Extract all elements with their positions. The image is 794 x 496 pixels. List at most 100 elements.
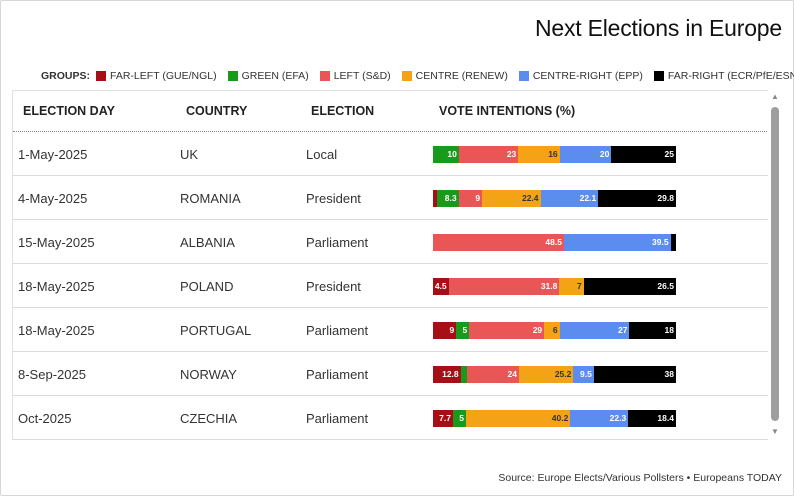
legend-item-left: LEFT (S&D)	[319, 70, 391, 82]
cell-election-day: 18-May-2025	[18, 323, 95, 338]
table-row[interactable]: 15-May-2025 ALBANIA Parliament 48.5 39.5	[13, 220, 768, 264]
legend-item-green: GREEN (EFA)	[227, 70, 309, 82]
bar-segment[interactable]: 23	[458, 146, 519, 163]
bar-segment[interactable]: 22.4	[482, 190, 541, 207]
bar-segment[interactable]: 39.5	[563, 234, 671, 251]
segment-value-label: 25.2	[554, 369, 572, 379]
legend-item-label: CENTRE-RIGHT (EPP)	[532, 70, 643, 82]
segment-value-label: 20	[599, 149, 610, 159]
segment-value-label: 18	[664, 325, 674, 335]
bar-segment[interactable]: 25	[611, 146, 676, 163]
bar-segment[interactable]: 8.3	[436, 190, 459, 207]
segment-value-label: 39.5	[652, 237, 669, 247]
vote-intentions-bar[interactable]: 48.5 39.5	[433, 234, 676, 251]
cell-country: POLAND	[180, 279, 234, 294]
vertical-scrollbar[interactable]: ▲ ▼	[769, 90, 781, 440]
bar-segment[interactable]: 29.8	[598, 190, 676, 207]
bar-segment[interactable]: 22.1	[540, 190, 599, 207]
elections-table[interactable]: ELECTION DAY COUNTRY ELECTION VOTE INTEN…	[12, 90, 768, 440]
bar-segment[interactable]: 6	[544, 322, 560, 339]
bar-segment[interactable]: 22.3	[570, 410, 629, 427]
bar-segment[interactable]: 31.8	[448, 278, 560, 295]
legend-item-far-right: FAR-RIGHT (ECR/PfE/ESN/ID)	[653, 70, 794, 82]
vote-intentions-bar[interactable]: 10 23 16 20 25	[433, 146, 676, 163]
segment-value-label: 7.7	[439, 413, 451, 423]
legend-swatch	[518, 71, 529, 81]
bar-segment[interactable]: 5	[456, 322, 470, 339]
cell-country: ROMANIA	[180, 191, 241, 206]
bar-segment[interactable]: 5	[452, 410, 466, 427]
bar-segment[interactable]: 27	[559, 322, 630, 339]
bar-segment[interactable]: 7	[559, 278, 584, 295]
segment-value-label: 6	[552, 325, 558, 335]
bar-segment[interactable]: 24	[467, 366, 519, 383]
cell-election-day: 15-May-2025	[18, 235, 95, 250]
scroll-thumb[interactable]	[771, 107, 779, 421]
cell-country: UK	[180, 147, 199, 162]
bar-segment[interactable]: 29	[469, 322, 545, 339]
bar-segment[interactable]: 18	[629, 322, 676, 339]
bar-segment[interactable]: 12.8	[433, 366, 461, 383]
segment-value-label: 29	[532, 325, 543, 335]
header-election-day[interactable]: ELECTION DAY	[23, 104, 115, 118]
table-row[interactable]: 18-May-2025 POLAND President 4.5 31.8 7 26.5	[13, 264, 768, 308]
legend-swatch	[401, 71, 412, 81]
cell-election-day: 4-May-2025	[18, 191, 88, 206]
table-row[interactable]: 4-May-2025 ROMANIA President 8.3 9 22.4 22.1 29…	[13, 176, 768, 220]
bar-segment[interactable]: 20	[559, 146, 612, 163]
table-row[interactable]: 8-Sep-2025 NORWAY Parliament 12.8 24 25.2 9.5 3…	[13, 352, 768, 396]
legend-item-label: FAR-RIGHT (ECR/PfE/ESN/ID)	[667, 70, 794, 82]
scroll-down-arrow-icon[interactable]: ▼	[771, 427, 779, 436]
legend-item-label: CENTRE (RENEW)	[415, 70, 508, 82]
cell-election-day: 1-May-2025	[18, 147, 88, 162]
legend-label: GROUPS:	[41, 70, 91, 82]
vote-intentions-bar[interactable]: 12.8 24 25.2 9.5 38	[433, 366, 676, 383]
bar-segment[interactable]	[433, 190, 437, 207]
segment-value-label: 27	[617, 325, 628, 335]
bar-segment[interactable]: 10	[433, 146, 459, 163]
bar-segment[interactable]: 9	[433, 322, 457, 339]
header-election[interactable]: ELECTION	[311, 104, 375, 118]
bar-segment[interactable]: 9	[458, 190, 483, 207]
table-row[interactable]: 1-May-2025 UK Local 10 23 16 20 25	[13, 132, 768, 176]
bar-segment[interactable]: 26.5	[583, 278, 676, 295]
bar-segment[interactable]	[670, 234, 676, 251]
cell-election: Parliament	[306, 323, 369, 338]
bar-segment[interactable]: 9.5	[573, 366, 594, 383]
segment-value-label: 22.1	[579, 193, 597, 203]
cell-election: President	[306, 191, 361, 206]
cell-election: Parliament	[306, 235, 369, 250]
cell-country: PORTUGAL	[180, 323, 252, 338]
header-country[interactable]: COUNTRY	[186, 104, 248, 118]
vote-intentions-bar[interactable]: 7.7 5 40.2 22.3 18.4	[433, 410, 676, 427]
cell-election: Parliament	[306, 367, 369, 382]
table-row[interactable]: 18-May-2025 PORTUGAL Parliament 9 5 29 6 27 18	[13, 308, 768, 352]
bar-segment[interactable]: 4.5	[433, 278, 449, 295]
table-row[interactable]: Oct-2025 CZECHIA Parliament 7.7 5 40.2 22.3 18.…	[13, 396, 768, 440]
vote-intentions-bar[interactable]: 4.5 31.8 7 26.5	[433, 278, 676, 295]
segment-value-label: 48.5	[545, 237, 562, 247]
segment-value-label: 24	[507, 369, 517, 379]
legend-item-centre-right: CENTRE-RIGHT (EPP)	[518, 70, 643, 82]
segment-value-label: 23	[506, 149, 517, 159]
bar-segment[interactable]: 40.2	[465, 410, 571, 427]
segment-value-label: 7	[576, 281, 582, 291]
header-vote-intentions[interactable]: VOTE INTENTIONS (%)	[439, 104, 576, 118]
cell-election-day: 8-Sep-2025	[18, 367, 86, 382]
bar-segment[interactable]: 18.4	[628, 410, 676, 427]
segment-value-label: 38	[664, 369, 674, 379]
bar-segment[interactable]: 48.5	[433, 234, 564, 251]
vote-intentions-bar[interactable]: 8.3 9 22.4 22.1 29.8	[433, 190, 676, 207]
bar-segment[interactable]: 38	[593, 366, 676, 383]
segment-value-label: 29.8	[657, 193, 674, 203]
vote-intentions-bar[interactable]: 9 5 29 6 27 18	[433, 322, 676, 339]
bar-segment[interactable]: 25.2	[518, 366, 574, 383]
cell-election-day: Oct-2025	[18, 411, 72, 426]
table-header: ELECTION DAY COUNTRY ELECTION VOTE INTEN…	[13, 91, 768, 132]
bar-segment[interactable]: 16	[518, 146, 560, 163]
bar-segment[interactable]	[460, 366, 468, 383]
legend-item-centre: CENTRE (RENEW)	[401, 70, 508, 82]
scroll-up-arrow-icon[interactable]: ▲	[771, 92, 779, 101]
segment-value-label: 22.3	[609, 413, 627, 423]
bar-segment[interactable]: 7.7	[433, 410, 453, 427]
